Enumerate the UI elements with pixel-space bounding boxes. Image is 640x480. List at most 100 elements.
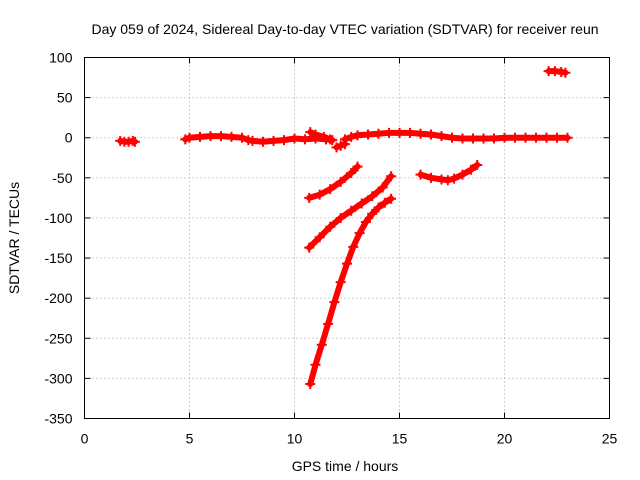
x-tick-label: 0 xyxy=(81,431,89,447)
data-point xyxy=(329,297,340,308)
data-point xyxy=(531,132,541,143)
data-point xyxy=(541,132,552,143)
data-point xyxy=(367,208,378,219)
data-point xyxy=(415,128,426,139)
data-point xyxy=(360,216,371,227)
data-point xyxy=(300,134,310,145)
data-point xyxy=(342,258,352,269)
data-point xyxy=(449,173,460,184)
data-point xyxy=(129,136,140,147)
data-series xyxy=(115,66,573,390)
data-point xyxy=(314,189,325,200)
data-point xyxy=(314,232,325,243)
chart-title: Day 059 of 2024, Sidereal Day-to-day VTE… xyxy=(91,21,598,37)
data-point xyxy=(346,131,357,142)
plot-frame xyxy=(84,57,610,419)
data-point xyxy=(335,277,346,288)
data-point xyxy=(346,205,357,216)
data-point xyxy=(465,164,476,175)
data-point xyxy=(499,132,510,143)
x-tick-label: 25 xyxy=(602,431,618,447)
data-point xyxy=(316,339,327,350)
data-point xyxy=(325,134,336,145)
x-tick-label: 5 xyxy=(186,431,194,447)
y-tick-label: 0 xyxy=(65,130,73,146)
data-point xyxy=(457,133,468,144)
data-series-3 xyxy=(307,129,334,143)
data-point xyxy=(310,129,321,140)
x-tick-label: 20 xyxy=(497,431,513,447)
data-series-9 xyxy=(307,195,395,387)
data-point xyxy=(562,132,573,143)
data-point xyxy=(394,127,405,138)
data-point xyxy=(184,132,195,143)
data-point xyxy=(510,132,520,143)
y-tick-label: -100 xyxy=(44,210,72,226)
y-tick-label: -350 xyxy=(44,411,72,427)
data-point xyxy=(552,132,562,143)
data-point xyxy=(226,131,237,142)
data-point xyxy=(560,67,571,78)
data-point xyxy=(478,133,489,144)
data-point xyxy=(305,379,316,390)
y-tick-label: -150 xyxy=(44,250,72,266)
data-point xyxy=(520,132,531,143)
data-point xyxy=(335,176,346,187)
x-tick-label: 15 xyxy=(392,431,408,447)
data-point xyxy=(489,133,499,144)
data-point xyxy=(339,134,350,145)
y-tick-label: -50 xyxy=(52,170,72,186)
data-point xyxy=(352,161,363,172)
data-point xyxy=(237,132,247,143)
data-point xyxy=(258,136,268,147)
grid xyxy=(84,57,610,419)
data-point xyxy=(373,202,384,213)
data-point xyxy=(195,131,205,142)
data-point xyxy=(325,221,336,232)
data-point xyxy=(447,132,457,143)
data-point xyxy=(318,131,329,142)
data-point xyxy=(415,169,426,180)
y-tick-label: -200 xyxy=(44,290,72,306)
data-point xyxy=(442,175,453,186)
y-tick-label: -300 xyxy=(44,370,72,386)
data-point xyxy=(426,172,436,183)
data-point xyxy=(468,133,478,144)
data-point xyxy=(305,127,316,138)
axis-ticks xyxy=(84,57,610,419)
y-tick-label: 100 xyxy=(49,50,73,66)
y-tick-label: -250 xyxy=(44,330,72,346)
data-point xyxy=(352,130,363,141)
data-point xyxy=(436,131,447,142)
data-point xyxy=(354,228,365,239)
data-point xyxy=(247,135,258,146)
data-point xyxy=(363,129,373,140)
data-point xyxy=(377,182,388,193)
data-point xyxy=(426,129,436,140)
data-point xyxy=(205,131,216,142)
data-point xyxy=(304,192,315,203)
data-point xyxy=(367,191,378,202)
data-point xyxy=(279,135,289,146)
data-point xyxy=(325,184,336,195)
data-point xyxy=(386,193,397,204)
data-point xyxy=(323,318,334,329)
data-point xyxy=(268,135,279,146)
data-point xyxy=(356,198,367,209)
data-point xyxy=(384,127,394,138)
x-axis-tick-labels: 0 5 10 15 20 25 xyxy=(81,431,618,447)
data-point xyxy=(348,241,359,252)
data-point xyxy=(386,171,397,182)
y-tick-label: 50 xyxy=(57,90,73,106)
x-axis-label: GPS time / hours xyxy=(292,458,399,474)
y-axis-label: SDTVAR / TECUs xyxy=(6,182,22,294)
data-point xyxy=(472,159,483,170)
data-point xyxy=(335,212,346,223)
data-point xyxy=(346,168,357,179)
data-point xyxy=(310,359,321,370)
x-tick-label: 10 xyxy=(287,431,303,447)
data-point xyxy=(457,169,468,180)
data-point xyxy=(405,127,415,138)
data-point xyxy=(304,242,315,253)
